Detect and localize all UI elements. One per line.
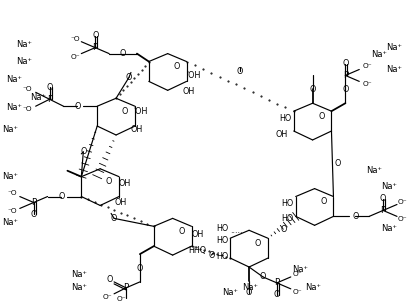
Text: OH: OH <box>276 130 288 139</box>
Text: ⁻O: ⁻O <box>7 190 17 196</box>
Text: Na⁺: Na⁺ <box>16 40 32 49</box>
Text: Na⁺: Na⁺ <box>2 172 18 181</box>
Text: O: O <box>320 197 327 206</box>
Text: P: P <box>123 283 129 292</box>
Text: O⁻: O⁻ <box>397 198 407 204</box>
Text: 'OH: 'OH <box>134 107 148 116</box>
Text: O: O <box>352 212 359 221</box>
Text: O: O <box>80 147 86 156</box>
Text: O⁻: O⁻ <box>362 81 372 87</box>
Text: O: O <box>309 85 316 94</box>
Text: Na⁺: Na⁺ <box>242 283 258 292</box>
Text: O: O <box>380 194 386 203</box>
Text: ⁻O: ⁻O <box>71 36 80 42</box>
Text: O⁻: O⁻ <box>397 216 407 222</box>
Text: O⁻: O⁻ <box>293 289 302 295</box>
Text: O⁻: O⁻ <box>362 63 372 69</box>
Text: HHQ: HHQ <box>188 246 206 255</box>
Text: HO: HO <box>282 214 294 223</box>
Text: O: O <box>106 177 112 186</box>
Text: Na⁺: Na⁺ <box>2 218 18 227</box>
Text: O: O <box>237 67 243 76</box>
Text: .....: ..... <box>230 226 242 235</box>
Text: ⁻O: ⁻O <box>23 86 33 92</box>
Text: O: O <box>342 85 348 94</box>
Text: Na⁺: Na⁺ <box>381 182 397 191</box>
Text: O: O <box>126 73 132 82</box>
Text: O: O <box>274 290 280 299</box>
Text: P: P <box>31 198 36 207</box>
Text: O⁻: O⁻ <box>102 294 112 300</box>
Text: O: O <box>107 275 113 284</box>
Text: ⁻O: ⁻O <box>7 208 17 214</box>
Text: O: O <box>178 227 185 236</box>
Text: O: O <box>47 83 53 92</box>
Text: OH: OH <box>131 124 143 133</box>
Text: Na⁺: Na⁺ <box>71 271 87 279</box>
Text: O: O <box>255 239 261 248</box>
Text: O: O <box>334 159 341 168</box>
Text: ⁻O: ⁻O <box>23 106 33 112</box>
Text: Na⁺: Na⁺ <box>371 50 387 59</box>
Text: OH: OH <box>191 230 204 239</box>
Text: O: O <box>173 62 180 71</box>
Text: O: O <box>208 251 215 260</box>
Text: O: O <box>246 288 252 297</box>
Text: HO: HO <box>216 224 228 233</box>
Text: O: O <box>111 214 117 223</box>
Text: P: P <box>274 278 279 288</box>
Text: O: O <box>31 210 37 219</box>
Text: O⁻: O⁻ <box>71 53 80 59</box>
Text: Na⁺: Na⁺ <box>292 265 308 275</box>
Text: O: O <box>92 31 98 40</box>
Text: HO: HO <box>216 252 228 261</box>
Text: P: P <box>343 71 348 80</box>
Text: O: O <box>74 102 80 111</box>
Text: OH: OH <box>115 198 127 207</box>
Text: O: O <box>120 49 126 58</box>
Text: Na⁺: Na⁺ <box>30 93 46 102</box>
Text: O: O <box>58 192 64 201</box>
Text: Na⁺: Na⁺ <box>366 166 382 175</box>
Text: HO: HO <box>279 114 292 123</box>
Text: Na⁺: Na⁺ <box>71 283 87 292</box>
Text: O: O <box>137 264 143 272</box>
Text: 'OH: 'OH <box>186 71 201 80</box>
Text: Na⁺: Na⁺ <box>16 57 32 66</box>
Text: O: O <box>260 272 266 281</box>
Text: Na⁺: Na⁺ <box>6 103 22 112</box>
Text: Na⁺: Na⁺ <box>6 75 22 84</box>
Text: O⁻: O⁻ <box>293 271 302 277</box>
Text: P: P <box>93 43 98 52</box>
Text: P: P <box>47 95 52 104</box>
Text: O: O <box>122 107 128 116</box>
Text: Na⁺: Na⁺ <box>386 65 402 74</box>
Text: Na⁺: Na⁺ <box>386 43 402 52</box>
Text: Na⁺: Na⁺ <box>222 288 238 297</box>
Text: Na⁺: Na⁺ <box>306 283 322 292</box>
Text: OH: OH <box>182 87 195 96</box>
Text: O: O <box>281 225 287 234</box>
Text: O: O <box>342 59 348 68</box>
Text: O⁻: O⁻ <box>116 296 126 302</box>
Text: O: O <box>318 112 325 120</box>
Text: Na⁺: Na⁺ <box>2 124 18 133</box>
Text: HO: HO <box>216 236 228 245</box>
Text: OH: OH <box>119 179 131 188</box>
Text: HO: HO <box>282 199 294 208</box>
Text: Na⁺: Na⁺ <box>381 224 397 233</box>
Text: P: P <box>380 206 386 215</box>
